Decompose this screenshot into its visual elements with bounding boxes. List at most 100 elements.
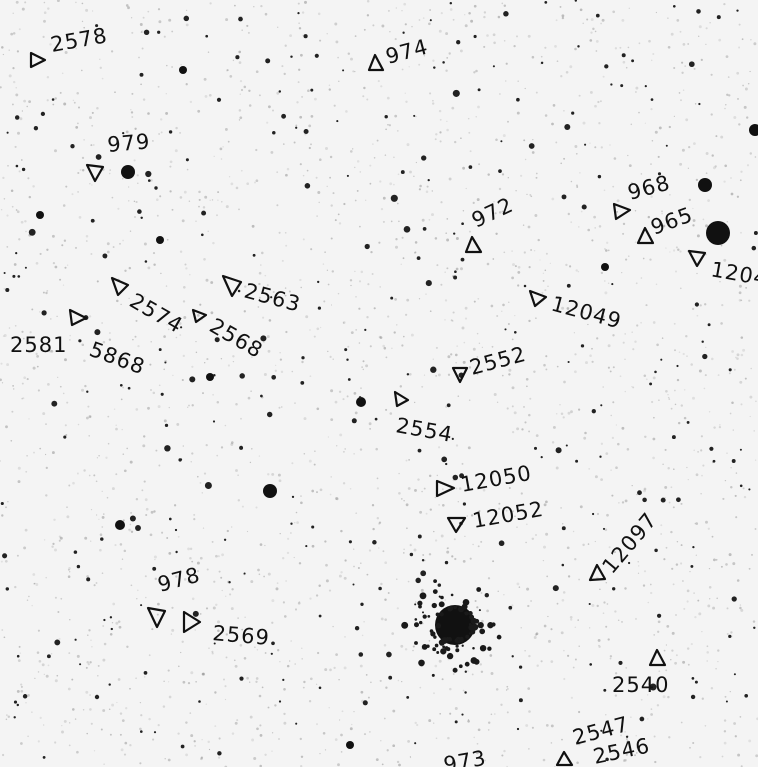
star (239, 373, 245, 379)
grain (378, 521, 382, 524)
grain (454, 707, 458, 710)
grain (16, 554, 19, 557)
grain (728, 372, 731, 375)
grain (493, 393, 497, 396)
grain (301, 360, 304, 364)
grain (276, 582, 279, 585)
grain (340, 529, 343, 533)
grain (630, 182, 633, 185)
grain (739, 716, 742, 718)
grain (122, 519, 125, 522)
grain (726, 452, 728, 455)
grain (612, 185, 615, 188)
grain (478, 163, 481, 166)
star (420, 570, 427, 577)
star (94, 329, 101, 336)
grain (731, 350, 734, 353)
star (642, 497, 647, 503)
grain (234, 4, 236, 7)
grain (330, 389, 334, 393)
grain (200, 757, 203, 761)
grain (64, 424, 67, 427)
grain (59, 347, 62, 350)
grain (42, 412, 46, 416)
grain (185, 83, 188, 86)
star (22, 694, 28, 699)
grain (650, 163, 652, 165)
grain (157, 8, 161, 11)
grain (683, 416, 687, 420)
grain (58, 535, 62, 538)
grain (371, 273, 374, 275)
grain (574, 47, 577, 51)
grain (676, 19, 680, 22)
grain (501, 210, 504, 213)
star (272, 130, 276, 135)
grain (133, 200, 136, 203)
grain (239, 643, 243, 647)
grain (566, 546, 570, 550)
grain (168, 695, 172, 699)
grain (10, 189, 14, 193)
grain (652, 53, 655, 55)
grain (446, 120, 448, 122)
grain (724, 164, 728, 168)
grain (28, 100, 31, 103)
star (260, 394, 263, 398)
grain (718, 425, 722, 429)
grain (344, 448, 347, 450)
star (145, 170, 152, 178)
grain (582, 121, 586, 125)
star (712, 459, 716, 463)
grain (246, 530, 249, 533)
grain (531, 537, 535, 541)
grain (332, 192, 335, 195)
grain (516, 526, 518, 529)
star (611, 283, 614, 286)
grain (354, 199, 357, 202)
grain (469, 150, 472, 153)
grain (468, 366, 472, 369)
grain (455, 267, 459, 271)
grain (62, 204, 66, 207)
grain (483, 45, 486, 48)
grain (75, 1, 77, 4)
grain (578, 94, 581, 97)
grain (333, 104, 336, 107)
grain (719, 281, 721, 283)
grain (507, 120, 509, 123)
grain (258, 573, 261, 576)
star (676, 364, 679, 368)
grain (626, 448, 630, 451)
grain (404, 313, 408, 316)
grain (503, 40, 506, 42)
grain (647, 718, 649, 720)
grain (339, 433, 343, 437)
grain (464, 317, 468, 320)
grain (682, 89, 685, 91)
grain (592, 27, 595, 31)
star (17, 275, 21, 278)
grain (476, 751, 479, 755)
grain (602, 386, 604, 388)
grain (276, 204, 279, 207)
grain (90, 144, 93, 147)
grain (13, 263, 17, 266)
grain (492, 258, 495, 260)
star (295, 722, 298, 725)
grain (76, 750, 79, 754)
star (564, 124, 571, 130)
star (185, 158, 189, 162)
grain (696, 234, 700, 238)
grain (516, 427, 520, 431)
star (300, 381, 305, 385)
grain (612, 10, 616, 14)
grain (531, 55, 535, 59)
grain (98, 518, 100, 521)
grain (434, 539, 438, 542)
grain (429, 310, 432, 313)
grain (111, 487, 115, 491)
grain (349, 727, 353, 731)
grain (2, 753, 5, 757)
